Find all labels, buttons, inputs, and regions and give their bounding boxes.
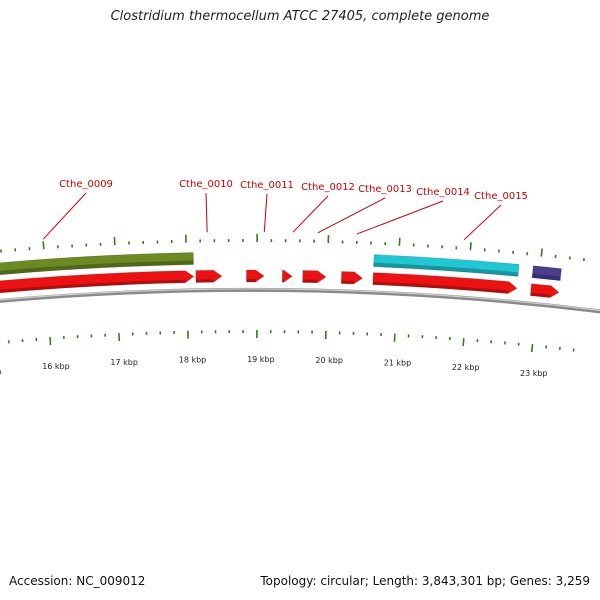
gene-label: Cthe_0015 (474, 191, 528, 202)
gene-label: Cthe_0011 (240, 180, 294, 191)
accession-text: Accession: NC_009012 (9, 574, 146, 588)
scale-label: 16 kbp (42, 362, 70, 371)
cds-arrow (281, 269, 293, 283)
genome-stats-text: Topology: circular; Length: 3,843,301 bp… (260, 574, 590, 588)
gene-callouts: Cthe_0009 Cthe_0010 Cthe_0011 Cthe_0012 Cthe… (42, 179, 528, 241)
feature-shade (0, 260, 194, 275)
feature-purple (531, 265, 562, 281)
gene-callout-line (292, 195, 329, 233)
backbone-arc (0, 288, 600, 314)
feature-shade (0, 279, 186, 293)
gene-label: Cthe_0010 (179, 179, 233, 190)
feature-shade (195, 279, 214, 283)
gene-label: Cthe_0014 (416, 187, 470, 198)
scale-label: 18 kbp (179, 356, 207, 365)
tick-mark-inner (530, 344, 534, 353)
gene-callout-line (463, 204, 502, 241)
feature-shade (373, 262, 519, 277)
cds-arrow (0, 270, 195, 294)
tick-mark-inner (49, 336, 52, 346)
tick-mark-outer (469, 242, 472, 251)
scale-label: 17 kbp (110, 358, 138, 367)
feature-shade (282, 279, 284, 283)
scale-label: 22 kbp (452, 363, 480, 372)
scale-label: 15 kbp (0, 368, 2, 377)
scale-label: 21 kbp (384, 359, 412, 368)
tick-marks (0, 234, 585, 353)
genome-backbone (0, 288, 600, 314)
scale-labels: 15 kbp 16 kbp 17 kbp 18 kbp 19 kbp 20 kbp 21 k… (0, 355, 548, 378)
tick-mark-outer (42, 241, 45, 250)
feature-tracks (0, 252, 562, 298)
gene-callout-line (356, 200, 444, 235)
feature-shade (246, 279, 256, 283)
cds-arrow (372, 272, 518, 294)
cds-arrow (340, 271, 364, 285)
feature-cyan (373, 254, 520, 277)
gene-callout-line (42, 192, 87, 240)
feature-shade (341, 280, 354, 284)
scale-label: 23 kbp (520, 369, 548, 378)
gene-label: Cthe_0009 (59, 179, 113, 190)
feature-olive (0, 252, 194, 276)
scale-label: 19 kbp (247, 355, 275, 364)
feature-shade (372, 281, 509, 294)
backbone-highlight (0, 288, 600, 312)
cds-arrow (530, 283, 560, 298)
gene-label: Cthe_0013 (358, 184, 412, 195)
scale-label: 20 kbp (315, 356, 343, 365)
tick-mark-outer (540, 248, 543, 257)
gene-callout-line (205, 192, 208, 233)
cds-arrow (246, 269, 265, 283)
feature-shade (302, 279, 318, 283)
gene-label: Cthe_0012 (301, 182, 355, 193)
feature-shade (530, 292, 551, 298)
gene-callout-line (317, 197, 386, 234)
cds-arrow (302, 270, 327, 284)
tick-mark-inner (462, 337, 465, 347)
cds-arrow (195, 269, 223, 283)
map-title: Clostridium thermocellum ATCC 27405, com… (110, 9, 490, 24)
gene-callout-line (263, 193, 268, 233)
feature-shade (532, 273, 561, 281)
